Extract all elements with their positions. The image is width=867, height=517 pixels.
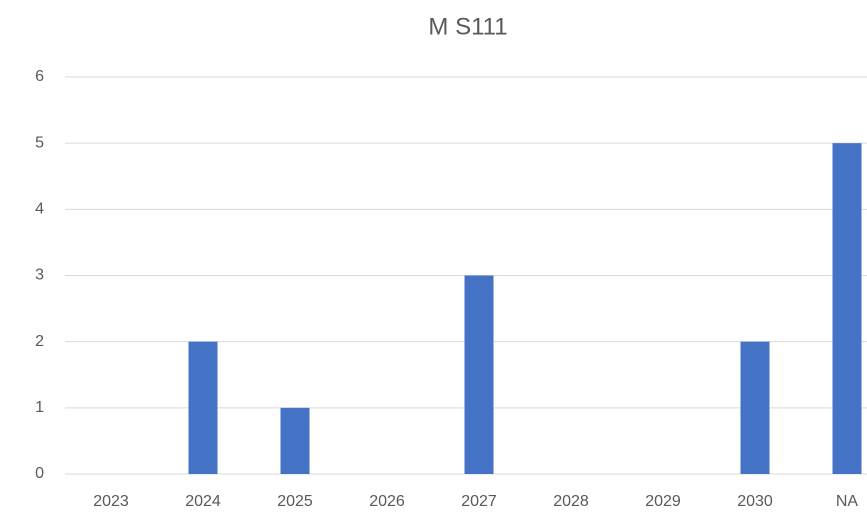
chart-title: M S111 bbox=[428, 13, 507, 40]
bar bbox=[280, 407, 310, 474]
y-tick-label: 4 bbox=[35, 201, 44, 218]
bar bbox=[464, 275, 494, 474]
x-tick-label: 2025 bbox=[277, 493, 313, 510]
x-tick-label: 2027 bbox=[461, 493, 497, 510]
x-tick-label: NA bbox=[836, 493, 859, 510]
y-tick-label: 3 bbox=[35, 267, 44, 284]
y-tick-label: 2 bbox=[35, 333, 44, 350]
x-tick-label: 2030 bbox=[737, 493, 773, 510]
x-tick-label: 2028 bbox=[553, 493, 589, 510]
bar bbox=[832, 143, 862, 474]
bar bbox=[740, 341, 770, 474]
x-tick-label: 2026 bbox=[369, 493, 405, 510]
y-tick-label: 6 bbox=[35, 68, 44, 85]
x-tick-label: 2029 bbox=[645, 493, 681, 510]
x-tick-label: 2024 bbox=[185, 493, 221, 510]
y-tick-label: 0 bbox=[35, 465, 44, 482]
y-tick-label: 1 bbox=[35, 399, 44, 416]
y-tick-label: 5 bbox=[35, 134, 44, 151]
bar bbox=[188, 341, 218, 474]
x-tick-label: 2023 bbox=[93, 493, 129, 510]
